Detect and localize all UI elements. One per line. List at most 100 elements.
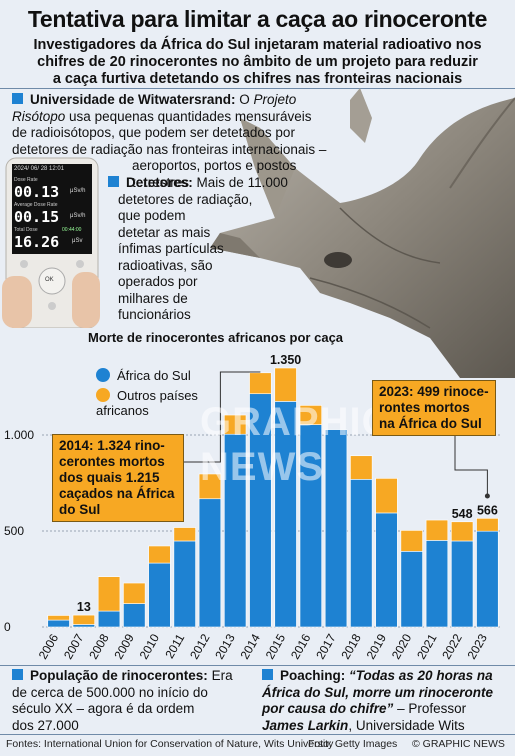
info-population: População de rinocerontes: Era de cerca … [12,668,233,733]
bar-segment [451,540,474,628]
device-date: 2024/ 06/ 28 12:01 [14,166,65,172]
footer-photo-credit: Foto: Getty Images [308,738,398,750]
legend-swatch-icon [96,368,110,382]
bar-segment [224,414,247,435]
x-tick-label: 2008 [86,631,112,661]
device-unit: μSv [72,238,83,244]
page-subtitle: Investigadores da África do Sul injetara… [0,37,515,88]
footer-divider [0,734,515,735]
x-tick-label: 2019 [364,631,390,661]
page-title: Tentativa para limitar a caça ao rinocer… [27,6,488,32]
bar-segment [375,478,398,514]
annotation-leader-line [184,371,261,463]
x-tick-label: 2014 [238,631,264,661]
x-tick-label: 2023 [465,631,491,661]
bar-segment [400,551,423,628]
info-detectors-text: milhares de [118,290,188,306]
y-tick-label: 1.000 [4,428,34,442]
watermark: GRAPHIC NEWS [200,400,392,489]
legend-swatch-icon [96,388,110,402]
bar-segment [400,530,423,552]
data-label: 13 [77,600,91,614]
info-detectors-heading: Detetores: [126,175,193,190]
x-tick-label: 2015 [263,631,289,661]
device-ok-button: OK [45,277,54,283]
bullet-square-icon [262,669,273,680]
y-tick-label: 0 [4,620,11,634]
legend-item-south-africa: África do Sul [96,368,191,383]
legend-label: Outros países africanos [96,388,198,418]
bar-segment [123,603,146,628]
info-wits-text: de radioisótopos, que podem ser detetado… [12,125,295,140]
legend-label: África do Sul [117,368,191,383]
bar-segment [476,518,499,532]
bar-segment [350,479,373,628]
bar-segment [375,512,398,628]
subtitle-line: Investigadores da África do Sul injetara… [33,37,482,53]
bar-segment [47,619,70,628]
bar-segment [123,582,146,604]
bar-segment [451,521,474,542]
x-tick-label: 2017 [313,631,339,661]
bar-segment [47,615,70,621]
subtitle-line: a caça furtiva detetando os chifres nas … [52,71,463,87]
device-unit: μSv/h [70,213,86,219]
annotation-marker [484,493,490,499]
bar-segment [425,519,449,541]
device-label: Total Dose [14,227,38,233]
x-tick-label: 2016 [288,631,314,661]
info-wits: Universidade de Witwatersrand: O Projeto… [12,92,342,191]
info-wits-text: detetores de radiação nas fronteiras int… [12,141,327,157]
x-tick-label: 2020 [389,631,415,661]
device-extra: 00:44:00 [62,227,82,233]
info-poaching-quote: Poaching: “Todas as 20 horas na África d… [262,668,494,733]
x-tick-label: 2006 [36,631,62,661]
x-tick-label: 2010 [137,631,163,661]
info-detectors-text: detetar as mais [118,224,211,240]
device-value: 16.26 [14,233,60,251]
bar-segment [173,540,196,628]
info-detectors: Detetores: Mais de 11.000 detetores de r… [108,175,308,324]
bar-segment [148,562,171,628]
footer-brand: © GRAPHIC NEWS [412,738,505,750]
bullet-square-icon [12,669,23,680]
bar-segment [324,429,348,628]
bar-segment [148,545,171,564]
legend-item-other: Outros países africanos [96,388,206,418]
bar-segment [97,610,121,628]
bar-segment [97,576,121,612]
x-tick-label: 2013 [212,631,238,661]
bar-segment [425,540,449,628]
bar-segment [173,527,196,542]
bar-segment [476,530,499,628]
info-detectors-text: Mais de 11.000 [196,175,288,190]
info-wits-text: usa pequenas quantidades mensuráveis [65,108,312,124]
radiation-detector-device [2,157,100,328]
info-detectors-text: ínfimas partículas [118,241,224,256]
bottom-divider [0,665,515,666]
info-detectors-text: detetores de radiação, [118,191,253,207]
rhino-photo [210,88,515,378]
bar-segment [299,405,322,425]
info-detectors-text: que podem [118,208,186,223]
bullet-square-icon [12,93,23,104]
annotation-2014: 2014: 1.324 rino- cerontes mortos dos qu… [52,434,184,522]
x-tick-label: 2018 [338,631,364,661]
bar-segment [198,498,222,628]
info-detectors-text: operados por [118,274,198,289]
footer-sources: Fontes: International Union for Conserva… [6,738,334,750]
info-wits-heading: Universidade de Witwatersrand: [30,92,236,107]
y-tick-label: 500 [4,524,24,538]
data-label: 566 [477,503,498,517]
subtitle-line: chifres de 20 rinocerontes no âmbito de … [37,54,478,70]
info-detectors-text: radioativas, são [118,257,213,273]
device-label: Dose Rate [14,177,38,183]
x-tick-label: 2012 [187,631,213,661]
bar-segment [72,624,95,628]
bullet-square-icon [108,176,119,187]
info-population-heading: População de rinocerontes: [30,668,208,683]
device-label: Average Dose Rate [14,202,58,208]
x-tick-label: 2022 [439,631,465,661]
bar-segment [72,614,95,625]
